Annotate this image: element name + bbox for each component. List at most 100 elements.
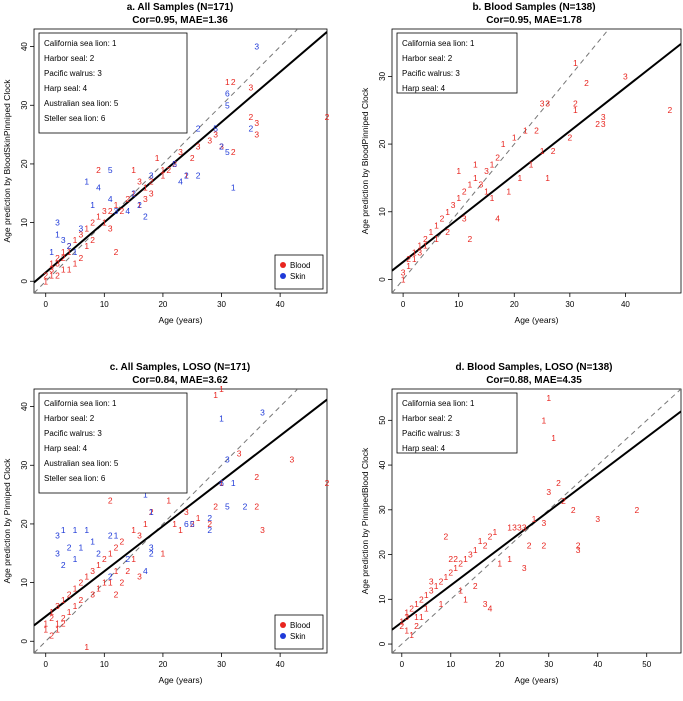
data-point: 2 [120, 206, 125, 216]
color-legend-label: Blood [290, 261, 310, 270]
data-point: 3 [55, 218, 60, 228]
panel-b: b. Blood Samples (N=138) Cor=0.95, MAE=1.… [360, 2, 682, 325]
y-axis-label: Age prediction by BloodSkinPinniped Cloc… [2, 79, 12, 243]
data-point: 1 [409, 630, 414, 640]
chart-title: a. All Samples (N=171) [127, 2, 234, 13]
data-point: 3 [254, 42, 259, 52]
data-point: 2 [120, 578, 125, 588]
data-point: 1 [73, 235, 78, 245]
y-axis-label: Age prediction by PinnipedBlood Clock [360, 447, 370, 594]
data-point: 3 [522, 523, 527, 533]
data-point: 2 [409, 603, 414, 613]
data-point: 4 [96, 182, 101, 192]
data-point: 3 [55, 531, 60, 541]
data-point: 3 [483, 599, 488, 609]
data-point: 4 [143, 566, 148, 576]
data-point: 2 [495, 153, 500, 163]
data-point: 3 [451, 200, 456, 210]
x-tick-label: 30 [544, 660, 553, 669]
chart-subtitle: Cor=0.95, MAE=1.78 [486, 15, 582, 26]
data-point: 3 [623, 71, 628, 81]
data-point: 2 [556, 478, 561, 488]
data-point: 1 [419, 612, 424, 622]
species-legend-entry: Harp seal: 4 [44, 444, 88, 453]
species-legend-entry: Pacific walrus: 3 [44, 69, 102, 78]
data-point: 1 [506, 186, 511, 196]
data-point: 1 [131, 525, 136, 535]
x-axis-label: Age (years) [159, 675, 203, 685]
data-point: 1 [434, 581, 439, 591]
x-tick-label: 0 [400, 660, 405, 669]
data-point: 1 [143, 490, 148, 500]
data-point: 5 [172, 159, 177, 169]
data-point: 3 [512, 523, 517, 533]
data-point: 2 [67, 241, 72, 251]
x-tick-label: 20 [158, 660, 167, 669]
data-point: 1 [96, 560, 101, 570]
species-legend-entry: Steller sea lion: 6 [44, 474, 106, 483]
data-point: 1 [84, 241, 89, 251]
data-point: 1 [61, 595, 66, 605]
data-point: 2 [149, 548, 154, 558]
species-legend-box [38, 392, 188, 494]
data-point: 1 [131, 188, 136, 198]
y-tick-label: 30 [20, 460, 29, 469]
data-point: 2 [462, 186, 467, 196]
data-point: 1 [161, 171, 166, 181]
species-legend-entry: Harp seal: 4 [44, 84, 88, 93]
regression-line [392, 43, 681, 272]
data-point: 2 [196, 124, 201, 134]
data-point: 1 [108, 548, 113, 558]
plot-frame [33, 388, 328, 654]
data-point: 1 [73, 601, 78, 611]
data-point: 1 [49, 270, 54, 280]
data-point: 2 [527, 541, 532, 551]
x-tick-label: 40 [593, 660, 602, 669]
data-point: 2 [108, 531, 113, 541]
data-point: 2 [79, 595, 84, 605]
data-point: 1 [43, 619, 48, 629]
x-tick-label: 40 [276, 660, 285, 669]
plot-frame [33, 28, 328, 294]
y-axis-label: Age prediction by BloodPinniped Clock [360, 87, 370, 234]
y-tick-label: 10 [378, 207, 387, 216]
data-point: 3 [601, 112, 606, 122]
data-point: 5 [225, 147, 230, 157]
data-point: 2 [453, 554, 458, 564]
data-point: 2 [61, 560, 66, 570]
data-point: 1 [161, 165, 166, 175]
species-legend-entry: Harbor seal: 2 [44, 54, 95, 63]
data-point: 3 [55, 259, 60, 269]
data-point: 1 [463, 594, 468, 604]
data-point: 2 [55, 270, 60, 280]
data-point: 2 [61, 613, 66, 623]
species-legend-box [38, 32, 188, 134]
data-point: 3 [429, 585, 434, 595]
data-point: 1 [414, 599, 419, 609]
y-tick-label: 10 [20, 218, 29, 227]
data-point: 2 [254, 501, 259, 511]
data-point: 3 [90, 566, 95, 576]
data-point: 1 [55, 625, 60, 635]
data-point: 3 [178, 147, 183, 157]
data-point: 3 [468, 550, 473, 560]
data-point: 2 [108, 206, 113, 216]
data-point: 1 [61, 525, 66, 535]
data-point: 2 [573, 98, 578, 108]
data-point: 1 [43, 625, 48, 635]
color-legend-marker [280, 262, 286, 268]
data-point: 1 [137, 200, 142, 210]
y-tick-label: 0 [378, 277, 387, 282]
data-point: 1 [90, 200, 95, 210]
data-point: 1 [445, 207, 450, 217]
data-point: 1 [467, 180, 472, 190]
data-point: 2 [467, 234, 472, 244]
data-point: 2 [125, 554, 130, 564]
data-point: 2 [90, 218, 95, 228]
data-point: 1 [444, 572, 449, 582]
data-point: 2 [137, 200, 142, 210]
data-point: 2 [49, 630, 54, 640]
data-point: 3 [517, 523, 522, 533]
data-point: 4 [108, 194, 113, 204]
data-point: 1 [456, 193, 461, 203]
